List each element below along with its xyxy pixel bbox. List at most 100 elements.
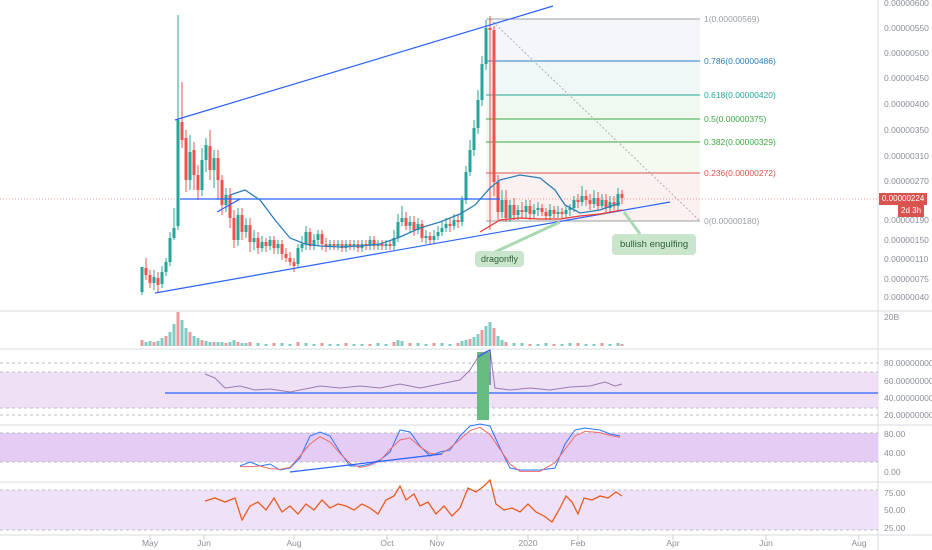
candle-body [416, 224, 420, 230]
axes: 0.00000600 0.00000550 0.00000500 0.00000450… [142, 0, 932, 548]
fib-level-label: 0.382(0.00000329) [704, 137, 776, 147]
volume-bar [320, 343, 324, 346]
time-tick-label: Jun [759, 538, 773, 548]
candle-body [324, 244, 328, 246]
candle-body [488, 28, 492, 30]
volume-bar [400, 341, 404, 346]
volume-bar [600, 343, 604, 346]
volume-bar [504, 342, 508, 346]
candle-body [564, 210, 568, 214]
fibonacci-retracement[interactable]: 1(0.00000569) 0.786(0.00000486) 0.618(0.00… [0, 14, 878, 226]
volume-bar [352, 344, 356, 346]
price-tick-label: 0.00000310 [884, 151, 929, 161]
price-tick-label: 0.00000400 [884, 99, 929, 109]
volume-bar [440, 343, 444, 346]
rsi-tick-label: 20.00000000 [884, 410, 932, 420]
volume-bar [200, 340, 204, 346]
stoch-k-line [239, 423, 621, 471]
fib-trend-line [489, 18, 701, 222]
rsi-line [204, 349, 623, 393]
volume-bars [140, 312, 624, 346]
osc-tick-label: 50.00 [884, 505, 906, 515]
volume-bar [492, 328, 496, 346]
candle-body [340, 244, 344, 248]
candle-body [528, 206, 532, 214]
rsi-mini-trend [477, 349, 491, 358]
trendline-drawings[interactable] [154, 5, 671, 294]
volume-bar [408, 343, 412, 346]
candle-body [336, 244, 340, 246]
candle-body [432, 236, 436, 240]
candle-body [276, 244, 280, 248]
volume-bar [496, 336, 500, 346]
candle-body [584, 196, 588, 200]
fib-level-label: 0.5(0.00000375) [704, 114, 767, 124]
candle-body [232, 218, 236, 240]
volume-bar [192, 336, 196, 346]
candle-body [320, 234, 324, 244]
price-tick-label: 0.00000450 [884, 73, 929, 83]
candle-body [156, 278, 160, 285]
candle-body [192, 150, 196, 175]
volume-bar [236, 342, 240, 346]
stoch-band [0, 433, 878, 462]
candle-body [204, 145, 208, 160]
bullish-engulfing-callout[interactable]: bullish engulfing [612, 234, 697, 255]
volume-bar [536, 344, 540, 346]
volume-bar [576, 343, 580, 346]
volume-bar [208, 342, 212, 346]
candle-body [404, 218, 408, 226]
volume-bar [336, 344, 340, 346]
volume-bar [220, 342, 224, 346]
volume-bar [140, 340, 144, 346]
candle-body [332, 244, 336, 246]
candle-body [196, 175, 200, 190]
candle-body [612, 202, 616, 206]
candle-body [312, 240, 316, 246]
volume-bar [568, 343, 572, 346]
fib-level-label: 0.618(0.00000420) [704, 90, 776, 100]
time-tick-label: Aug [851, 538, 866, 548]
short-trend-line [216, 198, 241, 213]
fib-band [486, 19, 700, 61]
time-tick-label: Aug [286, 538, 301, 548]
time-tick-label: 2020 [519, 538, 538, 548]
volume-bar [432, 343, 436, 346]
candle-body [380, 244, 384, 246]
volume-bar [280, 343, 284, 346]
volume-bar [224, 343, 228, 346]
fib-band [486, 142, 700, 173]
fib-level-label: 0.786(0.00000486) [704, 56, 776, 66]
candle-body [372, 240, 376, 246]
volume-bar [256, 343, 260, 346]
engulfing-pointer [622, 211, 642, 235]
candle-body [588, 200, 592, 204]
price-tick-label: 0.00000500 [884, 48, 929, 58]
candle-body [368, 240, 372, 246]
candle-body [248, 225, 252, 242]
volume-bar [476, 334, 480, 346]
candle-body [552, 210, 556, 214]
candle-body [344, 244, 348, 248]
candle-body [408, 222, 412, 226]
candle-body [536, 208, 540, 210]
candle-body [436, 232, 440, 236]
dragonfly-callout[interactable]: dragonfly [475, 251, 525, 267]
candle-body [540, 208, 544, 212]
candle-body [388, 244, 392, 246]
volume-bar [228, 342, 232, 346]
osc-tick-label: 75.00 [884, 488, 906, 498]
volume-bar [176, 312, 180, 346]
candle-body [140, 267, 144, 292]
time-tick-label: Nov [429, 538, 445, 548]
candle-body [616, 194, 620, 206]
candle-body [268, 240, 272, 246]
volume-bar [272, 343, 276, 346]
price-tick-label: 0.00000270 [884, 176, 929, 186]
osc-line [204, 478, 623, 523]
candle-body [548, 210, 552, 216]
candle-body [160, 272, 164, 284]
price-tick-label: 0.00000350 [884, 125, 929, 135]
